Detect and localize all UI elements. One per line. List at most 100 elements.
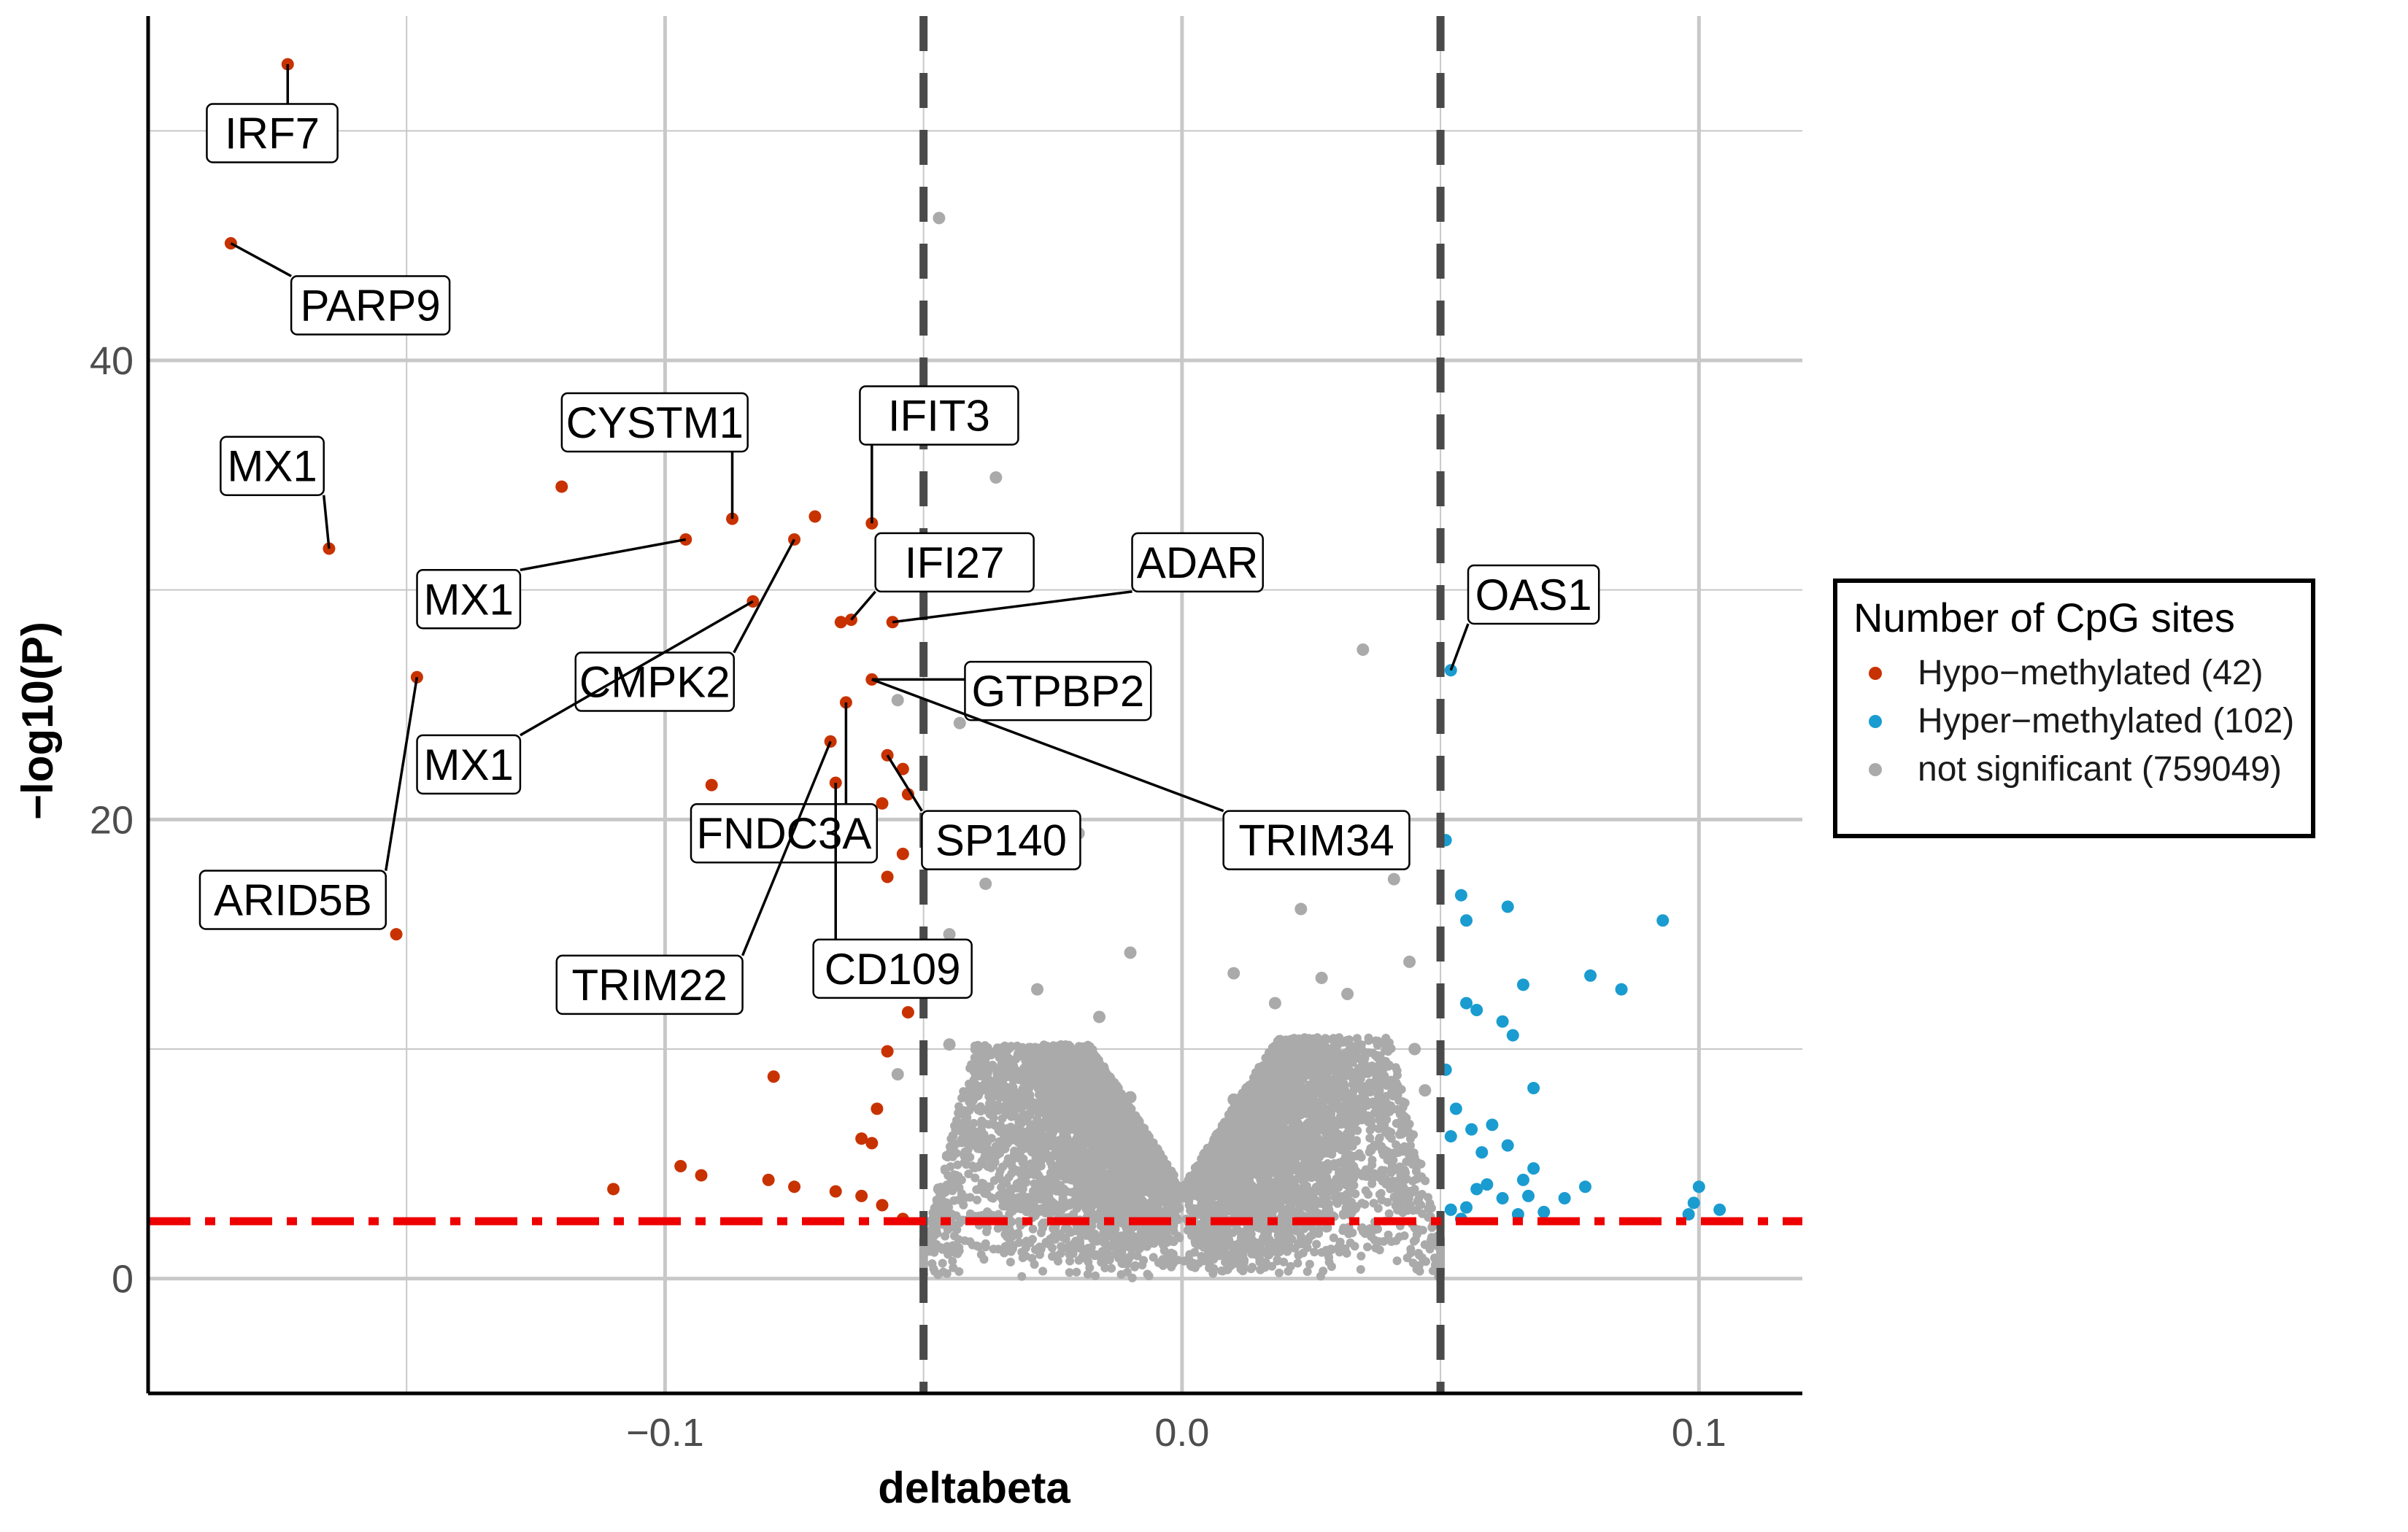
- hypo-point: [705, 778, 718, 792]
- hypo-point: [809, 510, 822, 523]
- ns-point: [1093, 1010, 1106, 1024]
- ns-point: [1031, 983, 1044, 996]
- gene-label: SP140: [935, 816, 1067, 865]
- hyper-point: [1578, 1180, 1591, 1194]
- hyper-point: [1444, 1130, 1457, 1143]
- hyper-point: [1496, 1015, 1509, 1028]
- ns-point: [1186, 1258, 1199, 1272]
- gene-label: IRF7: [225, 109, 320, 158]
- label-box: [555, 954, 744, 1015]
- ns-point: [891, 1068, 904, 1081]
- hyper-point: [1481, 1178, 1494, 1191]
- gene-label: IFI27: [905, 538, 1005, 587]
- legend-label-hyper: Hyper−methylated (102): [1918, 702, 2294, 740]
- label-box: [206, 103, 339, 163]
- label-leader-line: [886, 754, 923, 812]
- gene-label: ADAR: [1137, 538, 1259, 587]
- hyper-point: [1516, 978, 1529, 991]
- label-leader-line: [385, 676, 419, 871]
- hyper-point: [1460, 1201, 1473, 1214]
- ns-point: [995, 1077, 1008, 1090]
- label-box: [560, 392, 749, 453]
- ns-point: [1124, 1091, 1137, 1104]
- hypo-point: [767, 1070, 780, 1083]
- gene-label: GTPBP2: [971, 667, 1144, 716]
- ns-point: [1294, 902, 1308, 916]
- hypo-point: [896, 762, 909, 775]
- ns-point: [943, 1038, 956, 1051]
- gene-label: IFIT3: [888, 392, 990, 441]
- x-axis-title: deltabeta: [878, 1463, 1070, 1512]
- hypo-point: [829, 1185, 842, 1198]
- hyper-point: [1470, 1183, 1483, 1196]
- gene-label: MX1: [227, 442, 317, 491]
- gene-label: FNDC3A: [696, 809, 871, 858]
- label-box: [812, 938, 973, 999]
- ns-point: [891, 694, 904, 707]
- y-tick-label: 20: [90, 798, 134, 842]
- label-box: [690, 802, 879, 864]
- hyper-point: [1454, 889, 1467, 902]
- ns-point: [1403, 955, 1416, 968]
- hyper-point: [1692, 1180, 1705, 1194]
- y-tick-label: 0: [112, 1258, 134, 1301]
- ns-point: [933, 212, 946, 225]
- ns-point: [943, 928, 956, 941]
- y-tick-label: 40: [90, 339, 134, 383]
- hyper-point: [1444, 1203, 1457, 1216]
- label-box: [220, 436, 325, 496]
- gene-label: CYSTM1: [566, 398, 744, 447]
- ns-point: [1419, 1084, 1432, 1097]
- ns-point: [1206, 1226, 1219, 1239]
- hyper-point: [1486, 1118, 1499, 1131]
- ns-point: [1268, 997, 1281, 1010]
- y-axis-title: −log10(P): [13, 622, 62, 820]
- hyper-point: [1516, 1173, 1529, 1186]
- hyper-point: [1584, 969, 1597, 982]
- ns-point: [989, 471, 1003, 484]
- label-leader-line: [733, 538, 796, 654]
- hypo-point: [855, 1132, 868, 1145]
- label-box: [198, 870, 387, 930]
- hyper-point: [1558, 1192, 1571, 1205]
- ns-point: [953, 716, 966, 730]
- label-box: [859, 385, 1019, 446]
- gene-label: ARID5B: [214, 875, 372, 924]
- ns-point: [1253, 1134, 1266, 1148]
- ns-point: [1315, 971, 1328, 984]
- legend-title: Number of CpG sites: [1853, 595, 2235, 641]
- ns-point: [1387, 873, 1400, 886]
- label-leader-line: [741, 740, 832, 956]
- hyper-point: [1713, 1203, 1726, 1216]
- ns-point: [1227, 1093, 1240, 1106]
- label-leader-line: [1449, 623, 1470, 671]
- label-leader-line: [520, 538, 687, 571]
- label-box: [1467, 564, 1600, 625]
- gene-label: OAS1: [1475, 570, 1592, 619]
- legend-label-ns: not significant (759049): [1918, 750, 2282, 789]
- x-tick-label: 0.1: [1672, 1411, 1726, 1455]
- hypo-point: [390, 928, 403, 941]
- label-leader-line: [322, 495, 331, 549]
- label-leader-line: [520, 600, 754, 737]
- gene-label: MX1: [424, 575, 514, 624]
- hypo-point: [865, 1137, 879, 1150]
- ns-point: [1279, 1169, 1292, 1182]
- hyper-point: [1656, 914, 1670, 927]
- ns-point: [1408, 1042, 1421, 1056]
- hypo-point: [876, 797, 889, 810]
- ns-point: [1124, 946, 1137, 959]
- label-leader-line: [230, 241, 292, 278]
- hypo-point: [896, 848, 909, 861]
- gene-label: CD109: [825, 945, 961, 994]
- hyper-point: [1615, 983, 1628, 996]
- gene-label: CMPK2: [579, 658, 730, 707]
- hyper-point: [1527, 1081, 1540, 1094]
- legend-label-hypo: Hypo−methylated (42): [1918, 654, 2264, 692]
- ns-point: [1098, 1130, 1111, 1143]
- hypo-point: [762, 1173, 775, 1186]
- hyper-point: [1475, 1146, 1489, 1159]
- ns-point: [1165, 1256, 1178, 1269]
- hypo-point: [876, 1199, 889, 1212]
- hypo-point: [834, 616, 847, 629]
